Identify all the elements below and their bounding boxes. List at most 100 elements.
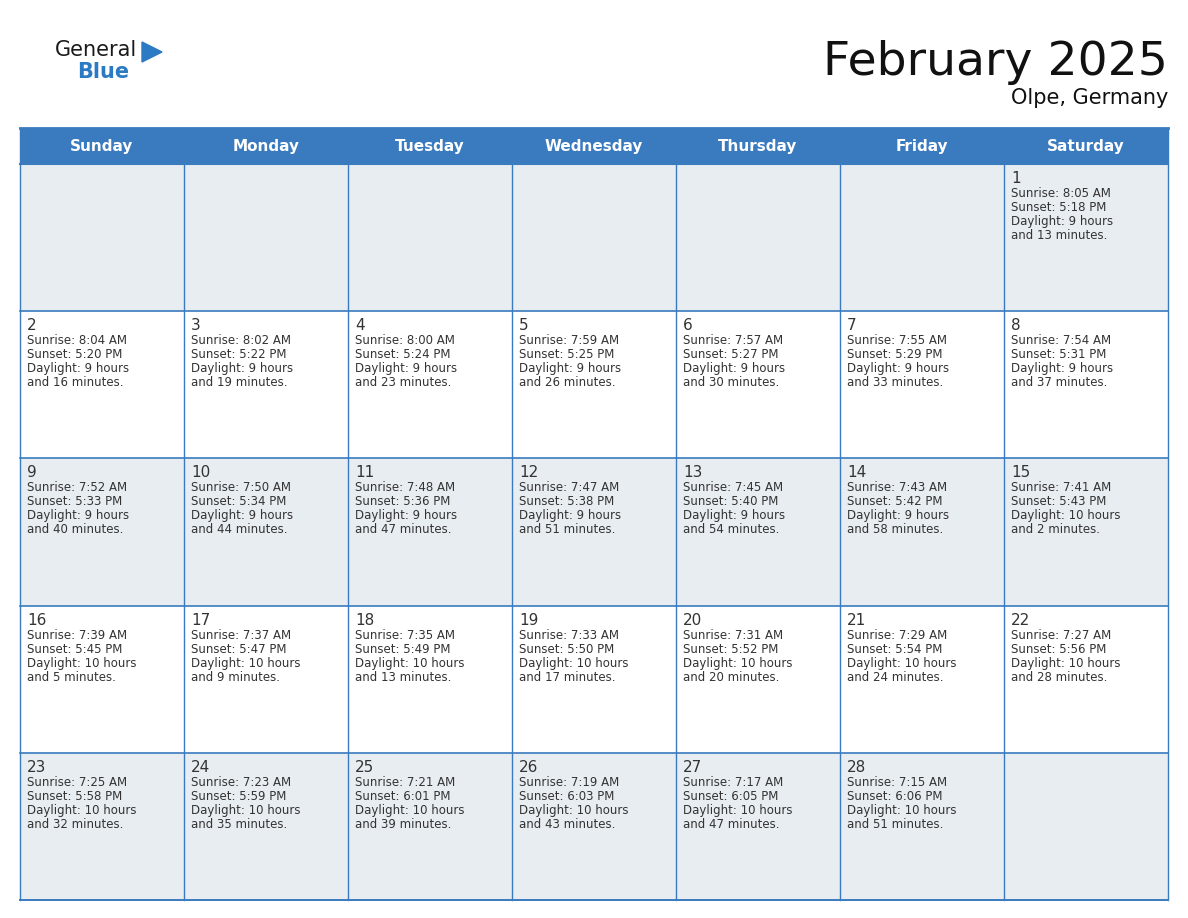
Text: and 44 minutes.: and 44 minutes. <box>191 523 287 536</box>
Text: Sunrise: 7:45 AM: Sunrise: 7:45 AM <box>683 481 783 495</box>
Text: Sunset: 5:49 PM: Sunset: 5:49 PM <box>355 643 450 655</box>
Text: Daylight: 10 hours: Daylight: 10 hours <box>683 656 792 669</box>
Text: and 13 minutes.: and 13 minutes. <box>355 671 451 684</box>
Text: Sunrise: 7:57 AM: Sunrise: 7:57 AM <box>683 334 783 347</box>
Text: Sunset: 5:38 PM: Sunset: 5:38 PM <box>519 496 614 509</box>
Text: Sunrise: 7:19 AM: Sunrise: 7:19 AM <box>519 776 619 789</box>
Text: Daylight: 9 hours: Daylight: 9 hours <box>27 509 129 522</box>
Text: 10: 10 <box>191 465 210 480</box>
Bar <box>1004 753 1168 900</box>
Text: 3: 3 <box>191 319 201 333</box>
Text: 11: 11 <box>355 465 374 480</box>
Text: Daylight: 9 hours: Daylight: 9 hours <box>1011 363 1113 375</box>
Text: and 26 minutes.: and 26 minutes. <box>519 376 615 389</box>
Bar <box>184 753 348 900</box>
Text: Daylight: 9 hours: Daylight: 9 hours <box>191 363 293 375</box>
Text: Daylight: 9 hours: Daylight: 9 hours <box>683 363 785 375</box>
Text: Sunrise: 7:37 AM: Sunrise: 7:37 AM <box>191 629 291 642</box>
Text: 28: 28 <box>847 760 866 775</box>
Text: General: General <box>55 40 138 60</box>
Bar <box>1004 606 1168 753</box>
Text: Sunrise: 7:39 AM: Sunrise: 7:39 AM <box>27 629 127 642</box>
Text: Sunrise: 7:48 AM: Sunrise: 7:48 AM <box>355 481 455 495</box>
Bar <box>1004 458 1168 606</box>
Text: and 13 minutes.: and 13 minutes. <box>1011 229 1107 242</box>
Text: Sunset: 5:42 PM: Sunset: 5:42 PM <box>847 496 942 509</box>
Text: Saturday: Saturday <box>1047 139 1125 153</box>
Text: 26: 26 <box>519 760 538 775</box>
Text: 12: 12 <box>519 465 538 480</box>
Text: Sunset: 5:56 PM: Sunset: 5:56 PM <box>1011 643 1106 655</box>
Bar <box>840 164 1004 311</box>
Text: Daylight: 9 hours: Daylight: 9 hours <box>519 509 621 522</box>
Text: Daylight: 9 hours: Daylight: 9 hours <box>519 363 621 375</box>
Text: Sunset: 5:50 PM: Sunset: 5:50 PM <box>519 643 614 655</box>
Bar <box>676 606 840 753</box>
Text: 8: 8 <box>1011 319 1020 333</box>
Text: and 30 minutes.: and 30 minutes. <box>683 376 779 389</box>
Text: and 28 minutes.: and 28 minutes. <box>1011 671 1107 684</box>
Text: Sunset: 5:29 PM: Sunset: 5:29 PM <box>847 348 942 361</box>
Text: and 9 minutes.: and 9 minutes. <box>191 671 280 684</box>
Text: Sunrise: 8:05 AM: Sunrise: 8:05 AM <box>1011 187 1111 200</box>
Bar <box>512 164 676 311</box>
Text: Sunrise: 7:54 AM: Sunrise: 7:54 AM <box>1011 334 1111 347</box>
Text: 7: 7 <box>847 319 857 333</box>
Text: and 23 minutes.: and 23 minutes. <box>355 376 451 389</box>
Text: Sunset: 6:06 PM: Sunset: 6:06 PM <box>847 789 942 803</box>
Text: Sunrise: 7:17 AM: Sunrise: 7:17 AM <box>683 776 783 789</box>
Text: 20: 20 <box>683 612 702 628</box>
Bar <box>20 311 184 458</box>
Text: Monday: Monday <box>233 139 299 153</box>
Text: Sunset: 5:18 PM: Sunset: 5:18 PM <box>1011 201 1106 214</box>
Text: Daylight: 10 hours: Daylight: 10 hours <box>683 804 792 817</box>
Text: Daylight: 10 hours: Daylight: 10 hours <box>847 804 956 817</box>
Text: Sunset: 5:34 PM: Sunset: 5:34 PM <box>191 496 286 509</box>
Bar <box>676 164 840 311</box>
Bar <box>348 458 512 606</box>
Text: Sunrise: 7:29 AM: Sunrise: 7:29 AM <box>847 629 947 642</box>
Text: Daylight: 9 hours: Daylight: 9 hours <box>683 509 785 522</box>
Text: Daylight: 9 hours: Daylight: 9 hours <box>191 509 293 522</box>
Text: and 58 minutes.: and 58 minutes. <box>847 523 943 536</box>
Text: 4: 4 <box>355 319 365 333</box>
Polygon shape <box>143 42 162 62</box>
Text: Sunset: 5:47 PM: Sunset: 5:47 PM <box>191 643 286 655</box>
Text: 2: 2 <box>27 319 37 333</box>
Text: Sunrise: 7:47 AM: Sunrise: 7:47 AM <box>519 481 619 495</box>
Text: Daylight: 10 hours: Daylight: 10 hours <box>519 804 628 817</box>
Text: Daylight: 10 hours: Daylight: 10 hours <box>27 656 137 669</box>
Text: 1: 1 <box>1011 171 1020 186</box>
Text: Sunrise: 7:31 AM: Sunrise: 7:31 AM <box>683 629 783 642</box>
Text: and 37 minutes.: and 37 minutes. <box>1011 376 1107 389</box>
Text: Daylight: 10 hours: Daylight: 10 hours <box>27 804 137 817</box>
Text: Blue: Blue <box>77 62 129 82</box>
Text: Daylight: 9 hours: Daylight: 9 hours <box>355 363 457 375</box>
Text: Sunset: 5:59 PM: Sunset: 5:59 PM <box>191 789 286 803</box>
Text: Sunrise: 7:21 AM: Sunrise: 7:21 AM <box>355 776 455 789</box>
Text: 17: 17 <box>191 612 210 628</box>
Text: 13: 13 <box>683 465 702 480</box>
Text: Sunset: 5:43 PM: Sunset: 5:43 PM <box>1011 496 1106 509</box>
Bar <box>184 164 348 311</box>
Text: Sunrise: 7:55 AM: Sunrise: 7:55 AM <box>847 334 947 347</box>
Text: Sunset: 6:03 PM: Sunset: 6:03 PM <box>519 789 614 803</box>
Text: Daylight: 9 hours: Daylight: 9 hours <box>355 509 457 522</box>
Text: 9: 9 <box>27 465 37 480</box>
Bar <box>512 458 676 606</box>
Bar <box>512 753 676 900</box>
Text: and 16 minutes.: and 16 minutes. <box>27 376 124 389</box>
Text: 18: 18 <box>355 612 374 628</box>
Text: 14: 14 <box>847 465 866 480</box>
Bar <box>1004 164 1168 311</box>
Text: Daylight: 10 hours: Daylight: 10 hours <box>191 656 301 669</box>
Text: Sunset: 5:36 PM: Sunset: 5:36 PM <box>355 496 450 509</box>
Bar <box>512 311 676 458</box>
Text: Tuesday: Tuesday <box>396 139 465 153</box>
Text: Sunset: 6:01 PM: Sunset: 6:01 PM <box>355 789 450 803</box>
Text: Sunset: 6:05 PM: Sunset: 6:05 PM <box>683 789 778 803</box>
Text: 27: 27 <box>683 760 702 775</box>
Text: and 19 minutes.: and 19 minutes. <box>191 376 287 389</box>
Text: and 17 minutes.: and 17 minutes. <box>519 671 615 684</box>
Bar <box>20 753 184 900</box>
